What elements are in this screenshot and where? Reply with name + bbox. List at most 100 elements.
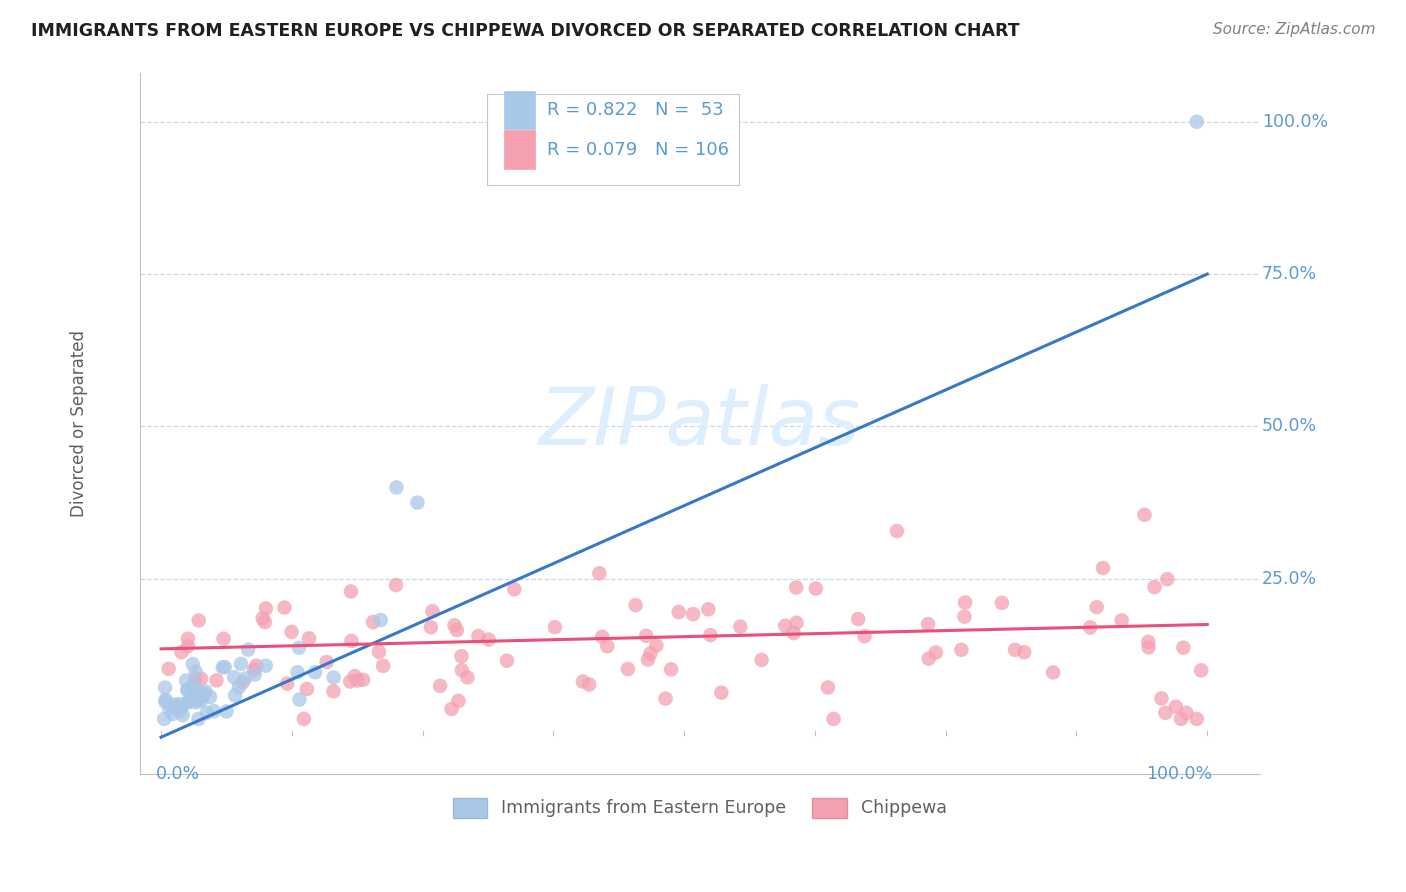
- Point: [295, 681, 318, 696]
- Point: [172, 708, 194, 723]
- Point: [450, 663, 472, 677]
- Point: [1189, 664, 1212, 678]
- Point: [254, 658, 277, 673]
- Point: [153, 681, 176, 695]
- Point: [167, 697, 190, 711]
- Point: [186, 693, 208, 707]
- Point: [1185, 114, 1208, 128]
- Point: [1137, 635, 1160, 649]
- Text: R = 0.079: R = 0.079: [547, 141, 637, 159]
- Point: [340, 633, 363, 648]
- Point: [373, 658, 395, 673]
- Text: 100.0%: 100.0%: [1261, 112, 1327, 131]
- Point: [184, 671, 207, 685]
- Point: [153, 712, 176, 726]
- Point: [1164, 699, 1187, 714]
- Point: [991, 596, 1014, 610]
- Text: 0.0%: 0.0%: [156, 764, 200, 782]
- Point: [1143, 580, 1166, 594]
- Point: [212, 632, 235, 646]
- Point: [1004, 643, 1026, 657]
- Point: [181, 657, 204, 671]
- Point: [1175, 706, 1198, 720]
- Text: Divorced or Separated: Divorced or Separated: [70, 330, 87, 516]
- Point: [640, 647, 662, 661]
- Point: [155, 692, 177, 706]
- Point: [846, 612, 869, 626]
- Point: [288, 640, 311, 655]
- Text: N = 106: N = 106: [655, 141, 730, 159]
- Point: [1154, 706, 1177, 720]
- Point: [1173, 640, 1195, 655]
- Point: [1185, 712, 1208, 726]
- Point: [596, 640, 619, 654]
- Point: [190, 694, 212, 708]
- Point: [224, 670, 246, 684]
- Point: [190, 672, 212, 686]
- Point: [162, 706, 184, 721]
- Point: [668, 605, 690, 619]
- Point: [157, 702, 180, 716]
- Point: [224, 689, 246, 703]
- Point: [645, 639, 668, 653]
- Point: [177, 694, 200, 708]
- Point: [544, 620, 567, 634]
- Point: [1156, 572, 1178, 586]
- Point: [343, 669, 366, 683]
- Point: [953, 609, 976, 624]
- Point: [617, 662, 640, 676]
- Point: [276, 676, 298, 690]
- Point: [287, 665, 309, 680]
- Point: [1111, 613, 1133, 627]
- Point: [783, 626, 806, 640]
- Text: ZIPatlas: ZIPatlas: [538, 384, 860, 462]
- Point: [773, 618, 796, 632]
- Point: [339, 674, 361, 689]
- Point: [177, 640, 200, 654]
- Point: [322, 671, 344, 685]
- Point: [1170, 712, 1192, 726]
- Point: [370, 613, 392, 627]
- Text: 50.0%: 50.0%: [1261, 417, 1317, 435]
- Point: [422, 604, 444, 618]
- Point: [315, 655, 337, 669]
- Point: [751, 653, 773, 667]
- Point: [624, 598, 647, 612]
- Point: [254, 601, 277, 615]
- Point: [385, 578, 408, 592]
- Point: [817, 681, 839, 695]
- Point: [190, 688, 212, 702]
- Point: [232, 675, 254, 690]
- Point: [361, 615, 384, 629]
- Point: [368, 645, 391, 659]
- Point: [165, 700, 187, 714]
- Point: [950, 642, 973, 657]
- Text: 25.0%: 25.0%: [1261, 570, 1317, 588]
- Point: [477, 632, 499, 647]
- Point: [352, 673, 374, 687]
- Point: [659, 662, 682, 676]
- Point: [304, 665, 326, 680]
- Point: [191, 689, 214, 703]
- Point: [823, 712, 845, 726]
- Point: [925, 645, 948, 659]
- Point: [176, 682, 198, 697]
- Point: [186, 682, 208, 697]
- Point: [184, 665, 207, 679]
- Point: [443, 618, 465, 632]
- Point: [446, 623, 468, 637]
- Legend: Immigrants from Eastern Europe, Chippewa: Immigrants from Eastern Europe, Chippewa: [446, 790, 955, 825]
- Point: [177, 632, 200, 646]
- Point: [187, 712, 209, 726]
- Point: [572, 674, 595, 689]
- Point: [163, 698, 186, 712]
- Point: [1133, 508, 1156, 522]
- Point: [447, 694, 470, 708]
- Point: [710, 686, 733, 700]
- Point: [194, 684, 217, 698]
- Point: [322, 684, 344, 698]
- FancyBboxPatch shape: [488, 94, 740, 186]
- Point: [195, 706, 218, 720]
- Point: [1150, 691, 1173, 706]
- Point: [1042, 665, 1064, 680]
